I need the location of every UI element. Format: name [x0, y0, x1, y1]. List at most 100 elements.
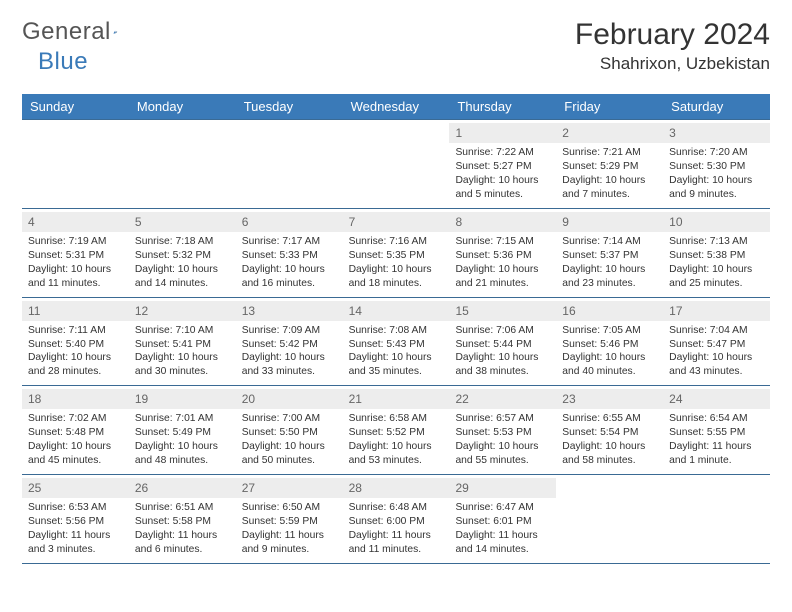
day-cell: 7Sunrise: 7:16 AMSunset: 5:35 PMDaylight…: [343, 209, 450, 297]
day-cell: 5 Sunrise: 7:18 AMSunset: 5:32 PMDaylight…: [129, 209, 236, 297]
daylight-line: Daylight: 11 hours and 3 minutes.: [28, 529, 123, 557]
day-cell: 24Sunrise: 6:54 AMSunset: 5:55 PMDayligh…: [663, 386, 770, 474]
brand-sail-icon: [113, 22, 118, 42]
sunrise-line: Sunrise: 6:54 AM: [669, 412, 764, 426]
daylight-line: Daylight: 10 hours and 5 minutes.: [455, 174, 550, 202]
day-number: 9: [556, 212, 663, 232]
daylight-line: Daylight: 10 hours and 43 minutes.: [669, 351, 764, 379]
daylight-line: Daylight: 10 hours and 50 minutes.: [242, 440, 337, 468]
sunrise-line: Sunrise: 6:58 AM: [349, 412, 444, 426]
day-cell: [343, 120, 450, 208]
sunset-line: Sunset: 5:47 PM: [669, 338, 764, 352]
daylight-line: Daylight: 10 hours and 33 minutes.: [242, 351, 337, 379]
week-row: 1Sunrise: 7:22 AMSunset: 5:27 PMDaylight…: [22, 119, 770, 208]
daylight-line: Daylight: 11 hours and 9 minutes.: [242, 529, 337, 557]
sunrise-line: Sunrise: 6:55 AM: [562, 412, 657, 426]
brand-word2: Blue: [38, 48, 88, 76]
dow-thursday: Thursday: [449, 94, 556, 119]
day-cell: 3Sunrise: 7:20 AMSunset: 5:30 PMDaylight…: [663, 120, 770, 208]
sunset-line: Sunset: 5:30 PM: [669, 160, 764, 174]
sunset-line: Sunset: 5:38 PM: [669, 249, 764, 263]
week-row: 18Sunrise: 7:02 AMSunset: 5:48 PMDayligh…: [22, 385, 770, 474]
daylight-line: Daylight: 11 hours and 11 minutes.: [349, 529, 444, 557]
sunrise-line: Sunrise: 7:18 AM: [135, 235, 230, 249]
sunrise-line: Sunrise: 6:50 AM: [242, 501, 337, 515]
sunrise-line: Sunrise: 6:57 AM: [455, 412, 550, 426]
day-number: 2: [556, 123, 663, 143]
sunrise-line: Sunrise: 7:19 AM: [28, 235, 123, 249]
sunrise-line: Sunrise: 7:14 AM: [562, 235, 657, 249]
day-number: 24: [663, 389, 770, 409]
day-cell: 25Sunrise: 6:53 AMSunset: 5:56 PMDayligh…: [22, 475, 129, 563]
day-cell: 9Sunrise: 7:14 AMSunset: 5:37 PMDaylight…: [556, 209, 663, 297]
day-number: [556, 478, 663, 498]
week-row: 25Sunrise: 6:53 AMSunset: 5:56 PMDayligh…: [22, 474, 770, 564]
dow-saturday: Saturday: [663, 94, 770, 119]
day-cell: 8Sunrise: 7:15 AMSunset: 5:36 PMDaylight…: [449, 209, 556, 297]
sunset-line: Sunset: 5:33 PM: [242, 249, 337, 263]
sunset-line: Sunset: 5:58 PM: [135, 515, 230, 529]
dow-sunday: Sunday: [22, 94, 129, 119]
day-number: 5: [129, 212, 236, 232]
day-number: 27: [236, 478, 343, 498]
daylight-line: Daylight: 10 hours and 7 minutes.: [562, 174, 657, 202]
daylight-line: Daylight: 11 hours and 1 minute.: [669, 440, 764, 468]
day-number: 12: [129, 301, 236, 321]
day-cell: [22, 120, 129, 208]
day-number: 19: [129, 389, 236, 409]
day-cell: 12Sunrise: 7:10 AMSunset: 5:41 PMDayligh…: [129, 298, 236, 386]
daylight-line: Daylight: 10 hours and 18 minutes.: [349, 263, 444, 291]
sunset-line: Sunset: 5:59 PM: [242, 515, 337, 529]
sunset-line: Sunset: 5:50 PM: [242, 426, 337, 440]
daylight-line: Daylight: 10 hours and 35 minutes.: [349, 351, 444, 379]
sunrise-line: Sunrise: 7:16 AM: [349, 235, 444, 249]
daylight-line: Daylight: 10 hours and 14 minutes.: [135, 263, 230, 291]
sunset-line: Sunset: 5:31 PM: [28, 249, 123, 263]
day-cell: 21Sunrise: 6:58 AMSunset: 5:52 PMDayligh…: [343, 386, 450, 474]
sunrise-line: Sunrise: 7:13 AM: [669, 235, 764, 249]
sunset-line: Sunset: 5:54 PM: [562, 426, 657, 440]
day-number: 7: [343, 212, 450, 232]
day-number: 21: [343, 389, 450, 409]
day-cell: 26Sunrise: 6:51 AMSunset: 5:58 PMDayligh…: [129, 475, 236, 563]
sunrise-line: Sunrise: 7:00 AM: [242, 412, 337, 426]
sunrise-line: Sunrise: 6:51 AM: [135, 501, 230, 515]
daylight-line: Daylight: 10 hours and 9 minutes.: [669, 174, 764, 202]
day-cell: 1Sunrise: 7:22 AMSunset: 5:27 PMDaylight…: [449, 120, 556, 208]
dow-monday: Monday: [129, 94, 236, 119]
day-number: 22: [449, 389, 556, 409]
sunset-line: Sunset: 5:46 PM: [562, 338, 657, 352]
day-number: 28: [343, 478, 450, 498]
dow-friday: Friday: [556, 94, 663, 119]
sunset-line: Sunset: 5:53 PM: [455, 426, 550, 440]
day-cell: 15Sunrise: 7:06 AMSunset: 5:44 PMDayligh…: [449, 298, 556, 386]
sunrise-line: Sunrise: 6:53 AM: [28, 501, 123, 515]
day-number: 11: [22, 301, 129, 321]
dow-header: Sunday Monday Tuesday Wednesday Thursday…: [22, 94, 770, 119]
daylight-line: Daylight: 11 hours and 14 minutes.: [455, 529, 550, 557]
sunrise-line: Sunrise: 6:47 AM: [455, 501, 550, 515]
sunrise-line: Sunrise: 7:11 AM: [28, 324, 123, 338]
week-row: 4Sunrise: 7:19 AMSunset: 5:31 PMDaylight…: [22, 208, 770, 297]
sunset-line: Sunset: 5:56 PM: [28, 515, 123, 529]
sunrise-line: Sunrise: 7:10 AM: [135, 324, 230, 338]
sunset-line: Sunset: 5:43 PM: [349, 338, 444, 352]
sunrise-line: Sunrise: 7:17 AM: [242, 235, 337, 249]
sunset-line: Sunset: 5:52 PM: [349, 426, 444, 440]
day-cell: 28Sunrise: 6:48 AMSunset: 6:00 PMDayligh…: [343, 475, 450, 563]
sunset-line: Sunset: 5:36 PM: [455, 249, 550, 263]
day-number: 17: [663, 301, 770, 321]
sunset-line: Sunset: 5:27 PM: [455, 160, 550, 174]
calendar: Sunday Monday Tuesday Wednesday Thursday…: [22, 94, 770, 564]
day-number: [236, 123, 343, 143]
sunrise-line: Sunrise: 7:05 AM: [562, 324, 657, 338]
day-cell: [663, 475, 770, 563]
day-number: [129, 123, 236, 143]
brand-word1: General: [22, 18, 111, 46]
sunset-line: Sunset: 5:40 PM: [28, 338, 123, 352]
day-number: [22, 123, 129, 143]
sunset-line: Sunset: 5:32 PM: [135, 249, 230, 263]
sunrise-line: Sunrise: 7:15 AM: [455, 235, 550, 249]
month-title: February 2024: [575, 18, 770, 52]
day-number: 16: [556, 301, 663, 321]
